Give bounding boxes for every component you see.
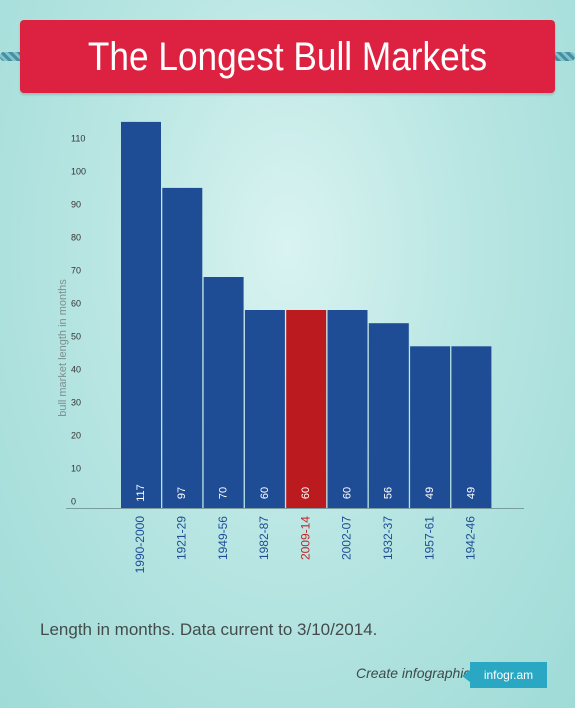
- bar: [203, 277, 244, 508]
- title-banner: The Longest Bull Markets: [20, 20, 555, 93]
- create-infographics-link[interactable]: Create infographics: [356, 665, 478, 681]
- bar: [327, 310, 368, 508]
- bar-value-label: 70: [218, 487, 230, 499]
- bar: [368, 323, 409, 508]
- bar-value-label: 60: [300, 487, 312, 499]
- bar: [451, 346, 492, 508]
- y-tick-label: 10: [71, 463, 81, 473]
- y-tick-label: 70: [71, 265, 81, 275]
- y-axis-ticks: 0 10 20 30 40 50 60 70 80 90 100 110: [71, 133, 86, 506]
- x-tick-label: 1949-56: [216, 516, 230, 560]
- y-tick-label: 80: [71, 232, 81, 242]
- rope-left-decoration: [0, 52, 36, 61]
- bar-value-label: 49: [424, 487, 436, 499]
- x-tick-label: 1932-37: [381, 516, 395, 560]
- y-tick-label: 50: [71, 331, 81, 341]
- brand-badge-notch: [462, 670, 470, 682]
- y-tick-label: 90: [71, 199, 81, 209]
- bar: [410, 346, 451, 508]
- bar-value-label: 97: [176, 487, 188, 499]
- footnote: Length in months. Data current to 3/10/2…: [40, 620, 378, 639]
- x-tick-label: 1982-87: [257, 516, 271, 560]
- y-tick-label: 60: [71, 298, 81, 308]
- x-tick-label: 2009-14: [298, 516, 312, 560]
- bars-group: 117 1990-2000 97 1921-29 70 1949-56 60 1982-87 6…: [121, 121, 492, 574]
- bar-value-label: 49: [465, 487, 477, 499]
- y-tick-label: 40: [71, 364, 81, 374]
- x-tick-label: 1957-61: [422, 516, 436, 560]
- bar: [162, 187, 203, 508]
- bar: [244, 310, 285, 508]
- bar-value-label: 117: [135, 484, 147, 502]
- y-tick-label: 30: [71, 397, 81, 407]
- bar-value-label: 60: [259, 487, 271, 499]
- rope-right-decoration: [540, 52, 575, 61]
- x-tick-label: 1921-29: [174, 516, 188, 560]
- y-axis-label: bull market length in months: [57, 279, 69, 417]
- bar: [121, 121, 161, 509]
- x-tick-label: 1990-2000: [133, 516, 147, 574]
- x-tick-label: 1942-46: [464, 516, 478, 560]
- y-tick-label: 0: [71, 496, 76, 506]
- bar-value-label: 60: [341, 487, 353, 499]
- bar-value-label: 56: [383, 487, 395, 499]
- y-tick-label: 20: [71, 430, 81, 440]
- page-title: The Longest Bull Markets: [87, 35, 488, 79]
- y-tick-label: 100: [71, 166, 86, 176]
- x-tick-label: 2002-07: [340, 516, 354, 560]
- infogram-brand-badge[interactable]: infogr.am: [470, 662, 547, 688]
- y-tick-label: 110: [71, 133, 85, 143]
- bar: [286, 310, 327, 508]
